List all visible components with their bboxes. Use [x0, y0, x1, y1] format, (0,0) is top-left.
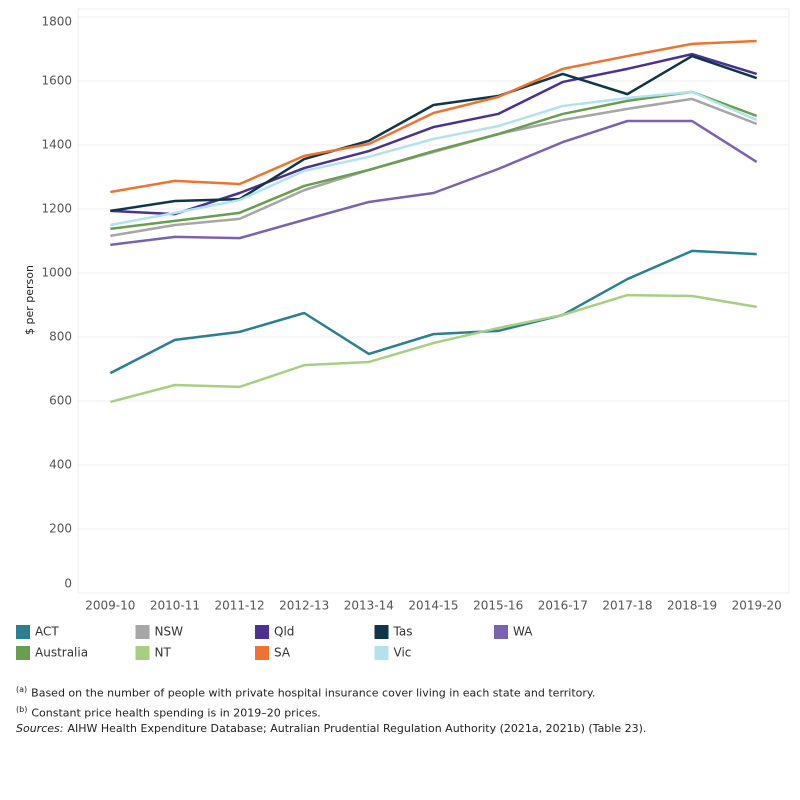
- legend-label: Australia: [35, 646, 88, 660]
- x-tick-label: 2012-13: [279, 599, 329, 613]
- sources: Sources: AIHW Health Expenditure Database…: [16, 721, 786, 737]
- legend-swatch: [16, 625, 30, 639]
- footnote-text: Based on the number of people with priva…: [31, 686, 596, 700]
- series-line: [110, 119, 758, 247]
- y-tick-label: 1600: [41, 74, 72, 88]
- legend-swatch: [255, 646, 269, 660]
- footnote-text: Constant price health spending is in 201…: [31, 706, 321, 720]
- x-tick-label: 2010-11: [150, 599, 200, 613]
- legend-label: NT: [155, 646, 172, 660]
- plot-frame: [77, 8, 790, 594]
- y-tick-label: 1000: [41, 266, 72, 280]
- footnote-marker: (b): [16, 704, 28, 714]
- x-tick-label: 2009-10: [85, 599, 135, 613]
- series-line: [110, 90, 758, 227]
- y-tick-label: 200: [49, 522, 72, 536]
- x-tick-label: 2015-16: [473, 599, 523, 613]
- legend-swatch: [16, 646, 30, 660]
- legend-label: Tas: [393, 625, 413, 639]
- x-tick-label: 2016-17: [538, 599, 588, 613]
- y-tick-label: 1400: [41, 138, 72, 152]
- series-line: [109, 249, 757, 375]
- series-line: [110, 97, 758, 238]
- notes: (a) Based on the number of people with pr…: [16, 682, 786, 737]
- footnote: (b) Constant price health spending is in …: [16, 702, 786, 722]
- y-tick-label: 1200: [41, 202, 72, 216]
- legend-swatch: [135, 625, 150, 639]
- y-axis-label: $ per person: [23, 265, 36, 335]
- y-tick-label: 800: [49, 330, 72, 344]
- legend-label: WA: [513, 625, 533, 639]
- x-tick-label: 2017-18: [602, 599, 652, 613]
- x-tick-label: 2014-15: [408, 599, 458, 613]
- series-line: [110, 54, 758, 213]
- legend-label: ACT: [35, 625, 59, 639]
- x-tick-label: 2011-12: [215, 599, 265, 613]
- sources-text: AIHW Health Expenditure Database; Autral…: [67, 722, 647, 736]
- footnote-marker: (a): [16, 685, 28, 694]
- series-line: [110, 52, 758, 216]
- legend-swatch: [255, 625, 269, 639]
- legend-swatch: [135, 646, 150, 660]
- chart: $ per person 0 200 400 600 800 1000 1200 1400 16…: [16, 8, 790, 660]
- legend-label: Qld: [274, 625, 294, 639]
- x-tick-label: 2013-14: [344, 599, 394, 613]
- legend-swatch: [374, 646, 389, 660]
- y-tick-label: 0: [64, 577, 72, 591]
- legend-label: SA: [274, 646, 291, 660]
- y-tick-label: 1800: [41, 15, 72, 29]
- legend-swatch: [494, 625, 508, 639]
- sources-label: Sources:: [16, 722, 64, 736]
- y-tick-label: 400: [49, 458, 72, 472]
- series-line: [110, 90, 758, 231]
- footnote: (a) Based on the number of people with pr…: [16, 682, 786, 702]
- x-tick-label: 2018-19: [667, 599, 717, 613]
- legend-label: Vic: [394, 646, 412, 660]
- series-line: [110, 293, 757, 404]
- legend-label: NSW: [155, 625, 184, 639]
- y-tick-label: 600: [49, 394, 72, 408]
- legend-swatch: [374, 625, 389, 639]
- series-line: [110, 39, 757, 194]
- x-tick-label: 2019-20: [732, 599, 782, 613]
